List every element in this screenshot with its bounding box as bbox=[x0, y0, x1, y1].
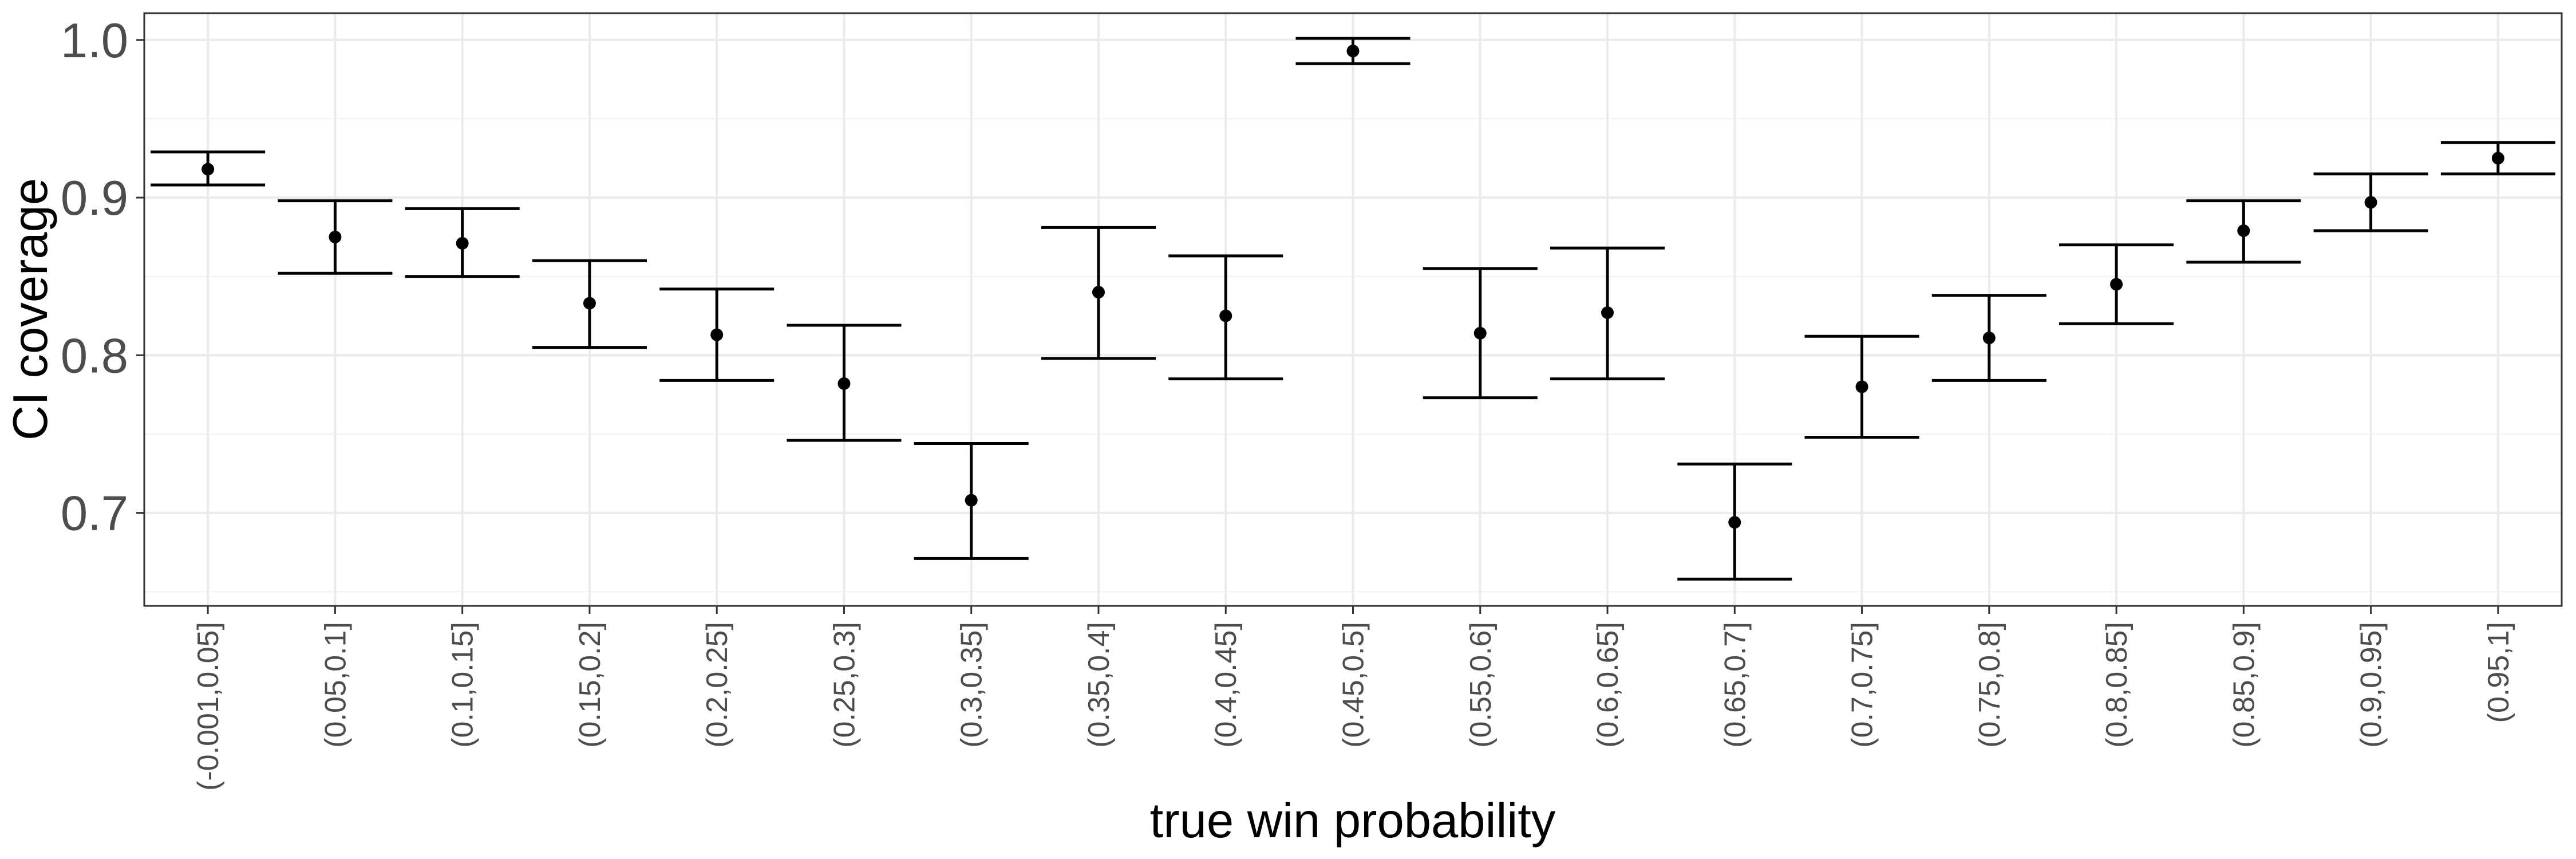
x-tick-label: (0.35,0.4] bbox=[1082, 622, 1116, 748]
x-tick-label: (0.3,0.35] bbox=[955, 622, 989, 748]
data-point bbox=[202, 163, 215, 176]
data-point bbox=[965, 494, 978, 507]
x-tick-label: (0.65,0.7] bbox=[1718, 622, 1752, 748]
y-axis: 0.7 0.8 0.9 1.0 bbox=[61, 14, 144, 541]
data-point bbox=[1219, 309, 1232, 322]
y-tick-label: 1.0 bbox=[61, 14, 128, 68]
x-axis: (-0.001,0.05] (0.05,0.1] (0.1,0.15] (0.15,0… bbox=[192, 606, 2515, 791]
data-point bbox=[710, 328, 724, 341]
data-point bbox=[1346, 45, 1360, 58]
x-tick-label: (0.2,0.25] bbox=[701, 622, 734, 748]
y-axis-title: CI coverage bbox=[3, 178, 58, 440]
x-tick-label: (0.95,1] bbox=[2482, 622, 2515, 723]
x-tick-label: (0.1,0.15] bbox=[447, 622, 480, 748]
x-tick-label: (0.4,0.45] bbox=[1210, 622, 1243, 748]
x-tick-label: (0.85,0.9] bbox=[2227, 622, 2261, 748]
data-point bbox=[2364, 196, 2377, 209]
x-axis-title: true win probability bbox=[1150, 794, 1556, 848]
y-tick-label: 0.8 bbox=[61, 329, 128, 383]
x-tick-label: (0.75,0.8] bbox=[1973, 622, 2006, 748]
x-tick-label: (0.05,0.1] bbox=[319, 622, 352, 748]
error-bars bbox=[151, 37, 2555, 581]
data-point bbox=[2237, 224, 2250, 237]
x-tick-label: (-0.001,0.05] bbox=[192, 622, 225, 791]
x-tick-label: (0.6,0.65] bbox=[1591, 622, 1625, 748]
x-tick-label: (0.9,0.95] bbox=[2355, 622, 2388, 748]
y-tick-label: 0.7 bbox=[61, 487, 128, 541]
data-point bbox=[1728, 516, 1741, 529]
x-tick-label: (0.15,0.2] bbox=[574, 622, 607, 748]
data-point bbox=[837, 377, 851, 390]
x-tick-label: (0.8,0.85] bbox=[2100, 622, 2134, 748]
points bbox=[202, 45, 2504, 529]
data-point bbox=[583, 297, 596, 310]
data-point bbox=[1092, 286, 1105, 299]
data-point bbox=[1473, 326, 1487, 340]
x-tick-label: (0.7,0.75] bbox=[1846, 622, 1879, 748]
data-point bbox=[1601, 306, 1614, 320]
data-point bbox=[2491, 152, 2504, 165]
data-point bbox=[2110, 278, 2123, 291]
data-point bbox=[1855, 380, 1868, 393]
data-point bbox=[456, 237, 469, 250]
x-tick-label: (0.55,0.6] bbox=[1464, 622, 1498, 748]
y-tick-label: 0.9 bbox=[61, 171, 128, 226]
x-tick-label: (0.25,0.3] bbox=[828, 622, 861, 748]
x-tick-label: (0.45,0.5] bbox=[1337, 622, 1370, 748]
data-point bbox=[1982, 332, 1996, 345]
data-point bbox=[329, 230, 342, 243]
grid bbox=[144, 13, 2562, 606]
